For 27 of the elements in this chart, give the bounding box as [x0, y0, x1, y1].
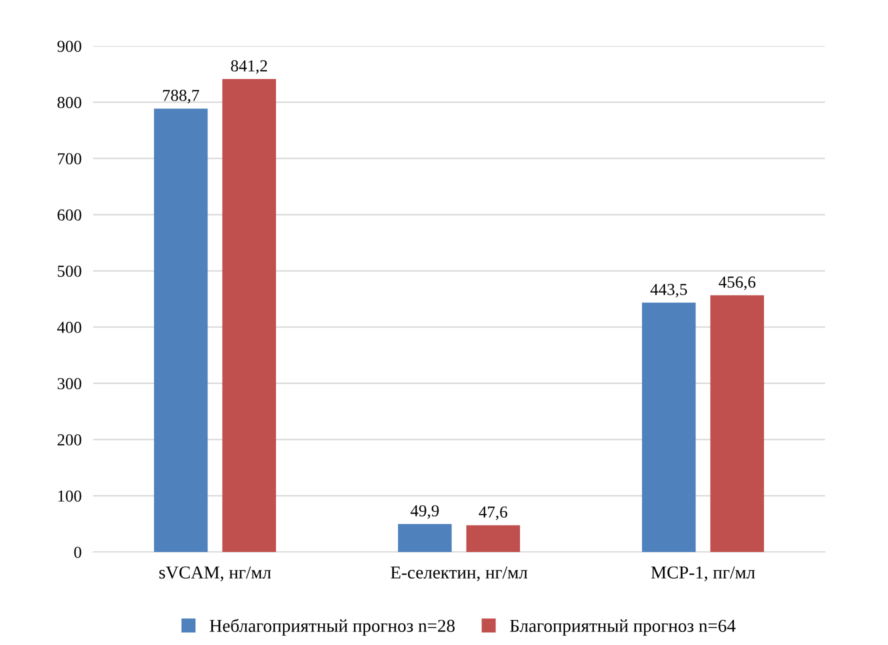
bar [466, 525, 520, 552]
x-tick-label: МСР-1, пг/мл [651, 566, 755, 582]
y-tick-label: 900 [57, 40, 82, 52]
x-tick-label: Е-селектин, нг/мл [390, 566, 528, 582]
y-tick-label: 200 [58, 434, 82, 446]
y-tick-label: 0 [74, 546, 82, 558]
data-label: 788,7 [163, 90, 200, 104]
y-tick-label: 300 [58, 378, 82, 390]
y-tick-label: 400 [57, 322, 82, 334]
bar [222, 79, 276, 552]
bar [398, 524, 452, 552]
x-tick-label: sVCAM, нг/мл [159, 566, 271, 582]
y-tick-label: 100 [58, 490, 82, 502]
data-label: 443,5 [650, 284, 687, 298]
y-tick-label: 700 [58, 153, 82, 164]
data-label: 456,6 [718, 276, 756, 290]
y-tick-label: 600 [58, 209, 82, 221]
legend-label: Неблагоприятный прогноз n=28 [210, 618, 455, 636]
legend-label: Благоприятный прогноз n=64 [510, 619, 736, 636]
bar [642, 302, 696, 552]
y-tick-label: 500 [58, 266, 82, 277]
data-label: 47,6 [478, 506, 508, 520]
data-label: 49,9 [410, 505, 439, 519]
data-label: 841,2 [231, 60, 267, 74]
y-tick-label: 800 [58, 96, 82, 108]
bar [154, 108, 208, 552]
bar [710, 295, 764, 552]
